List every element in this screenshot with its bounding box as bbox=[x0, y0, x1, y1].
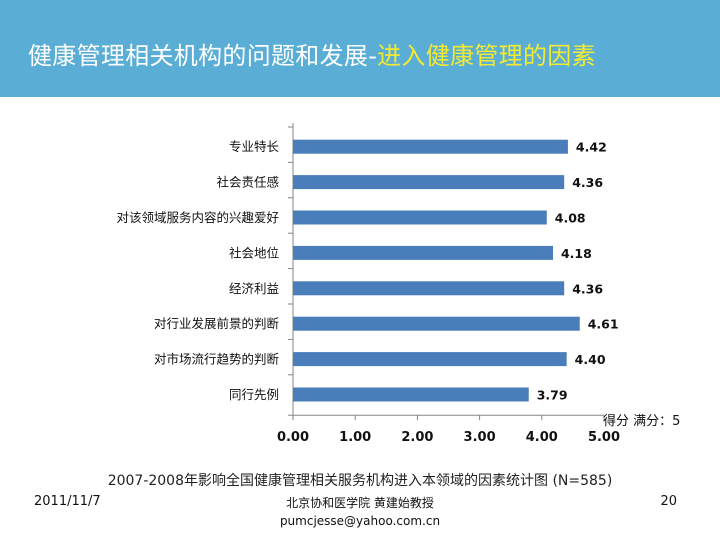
category-label: 社会地位 bbox=[229, 245, 279, 260]
chart-caption: 2007-2008年影响全国健康管理相关服务机构进入本领域的因素统计图 (N=5… bbox=[107, 473, 613, 489]
page-number: 20 bbox=[660, 494, 677, 509]
x-tick-label: 3.00 bbox=[464, 430, 496, 445]
value-label: 4.61 bbox=[588, 317, 619, 332]
title-separator: - bbox=[368, 42, 378, 70]
value-label: 3.79 bbox=[537, 388, 568, 403]
x-tick-label: 4.00 bbox=[526, 430, 558, 445]
title-banner: 健康管理相关机构的问题和发展-进入健康管理的因素 bbox=[0, 0, 720, 97]
footer-date: 2011/11/7 bbox=[34, 494, 101, 509]
bar bbox=[293, 139, 568, 154]
title-main: 健康管理相关机构的问题和发展 bbox=[28, 42, 369, 70]
footer-email: pumcjesse@yahoo.com.cn bbox=[279, 514, 441, 528]
value-label: 4.36 bbox=[572, 281, 603, 296]
bar bbox=[293, 316, 580, 331]
category-label: 对市场流行趋势的判断 bbox=[154, 352, 279, 367]
category-label: 经济利益 bbox=[229, 281, 279, 296]
x-tick-label: 0.00 bbox=[277, 430, 309, 445]
category-label: 同行先例 bbox=[229, 387, 279, 402]
value-label: 4.08 bbox=[555, 211, 586, 226]
footer-author: 北京协和医学院 黄建始教授 bbox=[286, 496, 434, 510]
category-label: 对行业发展前景的判断 bbox=[154, 316, 279, 331]
category-label: 专业特长 bbox=[229, 139, 280, 154]
value-label: 4.40 bbox=[575, 352, 606, 367]
category-label: 社会责任感 bbox=[216, 175, 279, 190]
x-tick-label: 5.00 bbox=[588, 430, 620, 445]
value-label: 4.36 bbox=[572, 175, 603, 190]
score-note: 得分 满分：5 bbox=[603, 414, 681, 429]
x-tick-label: 2.00 bbox=[401, 430, 433, 445]
value-label: 4.18 bbox=[561, 246, 592, 261]
bar-chart: 专业特长 4.42 社会责任感 4.36 对该领域服务内容的兴趣爱好 4.08 社会地位 4.… bbox=[116, 123, 620, 445]
footer-credit: 北京协和医学院 黄建始教授 pumcjesse@yahoo.com.cn bbox=[0, 494, 720, 530]
bar bbox=[293, 245, 553, 260]
title-subtitle: 进入健康管理的因素 bbox=[377, 42, 596, 70]
bar bbox=[293, 175, 565, 190]
value-label: 4.42 bbox=[576, 140, 607, 155]
bar bbox=[293, 210, 547, 225]
slide-title: 健康管理相关机构的问题和发展-进入健康管理的因素 bbox=[28, 36, 596, 71]
bar bbox=[293, 352, 567, 367]
x-tick-label: 1.00 bbox=[339, 430, 371, 445]
category-label: 对该领域服务内容的兴趣爱好 bbox=[116, 210, 279, 225]
bar bbox=[293, 281, 565, 296]
bar bbox=[293, 387, 529, 402]
